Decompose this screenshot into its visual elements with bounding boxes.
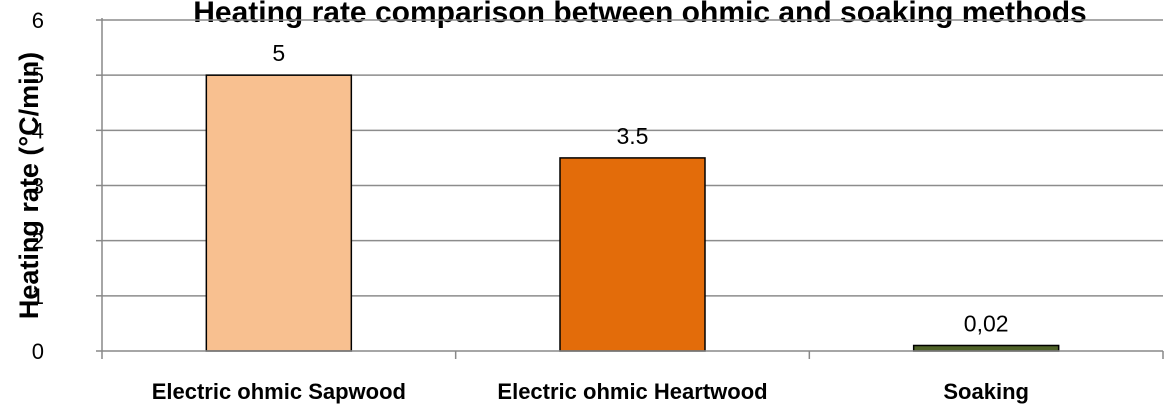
axes — [96, 18, 1164, 359]
y-tick-label: 5 — [32, 63, 44, 88]
y-tick-label: 4 — [32, 118, 44, 143]
y-tick-label: 0 — [32, 339, 44, 364]
x-category-label: Electric ohmic Heartwood — [497, 379, 767, 404]
x-category-label: Soaking — [943, 379, 1029, 404]
y-tick-label: 2 — [32, 229, 44, 254]
bar — [205, 74, 353, 352]
data-label: 3.5 — [617, 123, 649, 149]
labels: 0 1 2 3 4 5 6 5 Electric ohmic Sapwood 3.5 Electri… — [32, 8, 1029, 404]
x-category-label: Electric ohmic Sapwood — [152, 379, 406, 404]
bar — [912, 344, 1060, 352]
y-tick-label: 6 — [32, 8, 44, 33]
bars — [205, 74, 1060, 352]
data-label: 0,02 — [964, 310, 1009, 336]
bar — [559, 157, 706, 352]
data-label: 5 — [272, 40, 285, 66]
y-tick-label: 3 — [32, 174, 44, 199]
y-tick-label: 1 — [32, 284, 44, 309]
y-axis-label: Heating rate (°C/min) — [14, 52, 44, 319]
chart-title: Heating rate comparison between ohmic an… — [193, 0, 1087, 29]
